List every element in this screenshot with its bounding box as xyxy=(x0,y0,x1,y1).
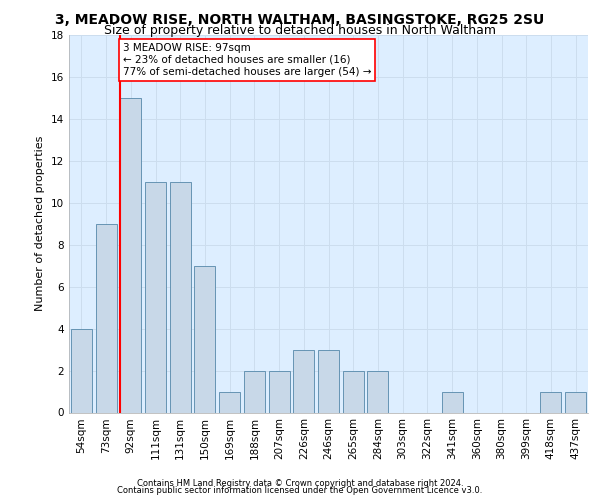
Bar xyxy=(293,350,314,412)
Bar xyxy=(367,370,388,412)
Bar xyxy=(269,370,290,412)
Text: Contains HM Land Registry data © Crown copyright and database right 2024.: Contains HM Land Registry data © Crown c… xyxy=(137,478,463,488)
Text: 3, MEADOW RISE, NORTH WALTHAM, BASINGSTOKE, RG25 2SU: 3, MEADOW RISE, NORTH WALTHAM, BASINGSTO… xyxy=(55,12,545,26)
Bar xyxy=(170,182,191,412)
Bar xyxy=(343,370,364,412)
Y-axis label: Number of detached properties: Number of detached properties xyxy=(35,136,46,312)
Bar xyxy=(120,98,141,412)
Text: Size of property relative to detached houses in North Waltham: Size of property relative to detached ho… xyxy=(104,24,496,37)
Bar xyxy=(541,392,562,412)
Text: 3 MEADOW RISE: 97sqm
← 23% of detached houses are smaller (16)
77% of semi-detac: 3 MEADOW RISE: 97sqm ← 23% of detached h… xyxy=(123,44,371,76)
Text: Contains public sector information licensed under the Open Government Licence v3: Contains public sector information licen… xyxy=(118,486,482,495)
Bar xyxy=(244,370,265,412)
Bar xyxy=(95,224,116,412)
Bar xyxy=(145,182,166,412)
Bar xyxy=(442,392,463,412)
Bar xyxy=(219,392,240,412)
Bar xyxy=(318,350,339,412)
Bar xyxy=(71,328,92,412)
Bar xyxy=(565,392,586,412)
Bar xyxy=(194,266,215,412)
